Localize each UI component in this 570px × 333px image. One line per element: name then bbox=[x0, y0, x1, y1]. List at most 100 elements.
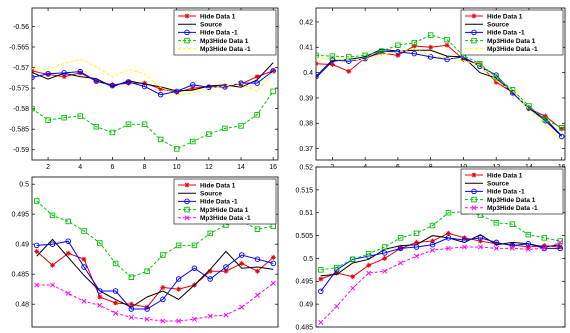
data-point bbox=[316, 52, 319, 59]
data-point bbox=[366, 270, 372, 276]
series-4 bbox=[316, 32, 565, 131]
y-tick-label: 0.52 bbox=[299, 164, 313, 171]
data-point bbox=[49, 212, 56, 219]
data-point bbox=[144, 316, 150, 322]
data-point bbox=[559, 126, 565, 132]
y-tick-label: 0.49 bbox=[15, 242, 29, 249]
data-point bbox=[318, 319, 324, 325]
data-point bbox=[413, 230, 420, 237]
data-point bbox=[557, 239, 563, 245]
series-line bbox=[32, 58, 274, 96]
data-point bbox=[254, 112, 260, 118]
data-point bbox=[65, 238, 72, 244]
y-tick-label: 0.495 bbox=[11, 212, 29, 219]
data-point bbox=[445, 230, 451, 236]
legend-label: Source bbox=[487, 22, 509, 29]
data-point bbox=[144, 304, 150, 310]
y-tick-label: 0.41 bbox=[299, 45, 313, 52]
data-point bbox=[346, 68, 352, 74]
data-point bbox=[477, 60, 483, 67]
data-point bbox=[395, 42, 401, 48]
data-point bbox=[329, 57, 336, 63]
data-point bbox=[207, 313, 213, 319]
data-point bbox=[430, 238, 436, 244]
data-point bbox=[411, 39, 418, 46]
data-point bbox=[558, 125, 565, 131]
series-3 bbox=[33, 238, 277, 312]
data-point bbox=[239, 304, 245, 310]
data-point bbox=[125, 79, 132, 85]
legend-marker bbox=[471, 29, 477, 36]
data-point bbox=[77, 68, 83, 75]
data-point bbox=[81, 298, 87, 304]
y-tick-label: 0.49 bbox=[299, 302, 313, 309]
y-tick-label: 0.5 bbox=[19, 182, 29, 189]
y-tick-label: -0.59 bbox=[13, 147, 29, 154]
series-4 bbox=[32, 88, 276, 152]
data-point bbox=[206, 131, 212, 137]
legend-marker bbox=[184, 182, 190, 188]
data-point bbox=[397, 245, 404, 252]
data-point bbox=[61, 70, 67, 76]
data-point bbox=[381, 250, 388, 256]
data-point bbox=[173, 146, 180, 152]
data-point bbox=[142, 80, 148, 86]
data-point bbox=[493, 245, 499, 251]
data-point bbox=[34, 282, 40, 288]
legend-marker bbox=[184, 206, 190, 213]
data-point bbox=[270, 88, 276, 95]
data-point bbox=[254, 74, 260, 80]
data-point bbox=[109, 82, 116, 89]
data-point bbox=[541, 235, 548, 241]
data-point bbox=[157, 91, 164, 98]
data-point bbox=[493, 220, 500, 226]
data-point bbox=[141, 121, 148, 128]
data-point bbox=[97, 240, 103, 246]
chart-panel-4: 0.52 0.515 0.51 0.505 0.5 0.495 0.49 0.485 Hide … bbox=[295, 164, 566, 331]
data-point bbox=[112, 260, 119, 267]
chart-panel-3: 0.5 0.495 0.49 0.485 0.48 Hide Data 1 SourceHi… bbox=[11, 176, 279, 328]
data-point bbox=[190, 82, 196, 88]
data-point bbox=[191, 242, 198, 249]
data-point bbox=[125, 121, 132, 128]
data-point bbox=[65, 250, 71, 256]
data-point bbox=[334, 270, 340, 276]
series-5 bbox=[316, 48, 563, 142]
data-point bbox=[411, 50, 418, 57]
data-point bbox=[270, 254, 276, 260]
y-tick-label: 0.42 bbox=[299, 19, 313, 26]
data-point bbox=[318, 288, 324, 295]
series-line bbox=[320, 237, 561, 292]
data-point bbox=[128, 301, 134, 307]
chart-panel-1: -0.56 -0.565 -0.57 -0.575 -0.58 -0.585 -0.59 2 4… bbox=[9, 7, 279, 171]
data-point bbox=[444, 56, 450, 63]
data-point bbox=[430, 247, 436, 253]
data-point bbox=[362, 52, 368, 59]
legend-marker bbox=[184, 198, 190, 205]
data-point bbox=[34, 248, 40, 254]
x-tick-label: 4 bbox=[78, 164, 82, 171]
data-point bbox=[97, 288, 103, 294]
data-point bbox=[45, 70, 51, 77]
data-point bbox=[493, 74, 499, 80]
data-point bbox=[334, 303, 340, 309]
legend-label: Mp3Hide Data -1 bbox=[200, 215, 251, 222]
x-tick-label: 10 bbox=[173, 164, 181, 171]
y-tick-label: 0.38 bbox=[299, 121, 313, 128]
y-tick-label: 0.39 bbox=[299, 95, 313, 102]
data-point bbox=[461, 244, 467, 250]
data-point bbox=[223, 264, 229, 270]
data-point bbox=[190, 85, 196, 91]
data-point bbox=[525, 231, 532, 238]
data-point bbox=[444, 36, 450, 43]
data-point bbox=[429, 222, 436, 229]
legend-label: Mp3Hide Data 1 bbox=[200, 207, 249, 214]
data-point bbox=[509, 242, 515, 248]
data-point bbox=[318, 276, 324, 282]
series-line bbox=[36, 238, 274, 308]
data-point bbox=[32, 105, 35, 112]
y-tick-label: -0.56 bbox=[13, 24, 29, 31]
y-tick-label: 0.485 bbox=[295, 324, 313, 331]
legend-label: Hide Data -1 bbox=[200, 30, 238, 37]
